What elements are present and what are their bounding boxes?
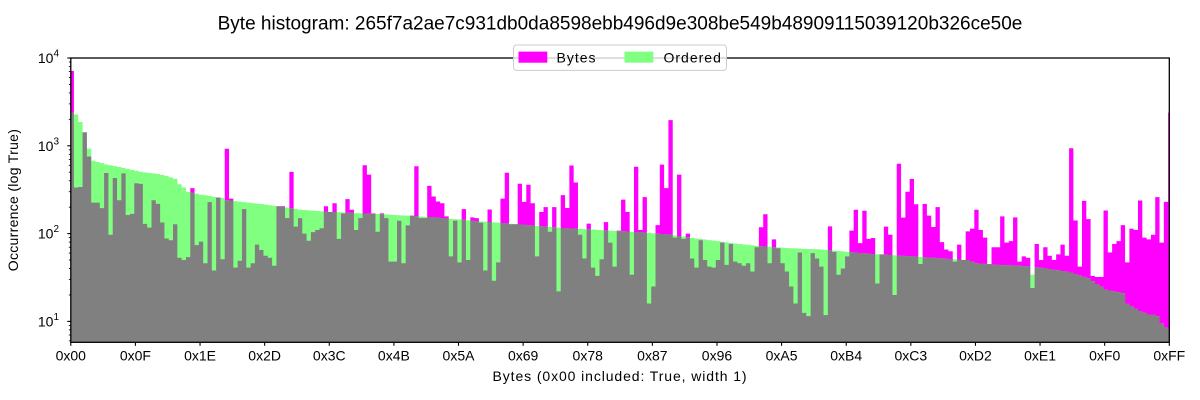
svg-text:Byte histogram: 265f7a2ae7c931: Byte histogram: 265f7a2ae7c931db0da8598e… — [218, 14, 1023, 35]
svg-text:0xF0: 0xF0 — [1089, 348, 1120, 364]
svg-text:0xFF: 0xFF — [1153, 348, 1185, 364]
svg-text:Bytes (0x00 included: True, wi: Bytes (0x00 included: True, width 1) — [493, 368, 748, 384]
svg-text:0x00: 0x00 — [56, 348, 87, 364]
svg-text:0xA5: 0xA5 — [766, 348, 798, 364]
svg-text:0xE1: 0xE1 — [1024, 348, 1056, 364]
svg-text:0x5A: 0x5A — [443, 348, 476, 364]
svg-text:Ordered: Ordered — [664, 49, 722, 65]
svg-text:0x69: 0x69 — [508, 348, 539, 364]
svg-text:Occurrence (log True): Occurrence (log True) — [5, 129, 21, 271]
svg-text:Bytes: Bytes — [557, 49, 597, 65]
svg-text:0x3C: 0x3C — [313, 348, 346, 364]
svg-text:0x2D: 0x2D — [248, 348, 281, 364]
svg-text:0x96: 0x96 — [702, 348, 733, 364]
svg-text:0x1E: 0x1E — [184, 348, 216, 364]
svg-text:0x4B: 0x4B — [378, 348, 410, 364]
svg-text:0xC3: 0xC3 — [894, 348, 927, 364]
svg-text:0x78: 0x78 — [573, 348, 604, 364]
svg-text:0x87: 0x87 — [637, 348, 668, 364]
svg-text:0xD2: 0xD2 — [959, 348, 992, 364]
svg-text:0xB4: 0xB4 — [830, 348, 862, 364]
svg-text:0x0F: 0x0F — [120, 348, 151, 364]
